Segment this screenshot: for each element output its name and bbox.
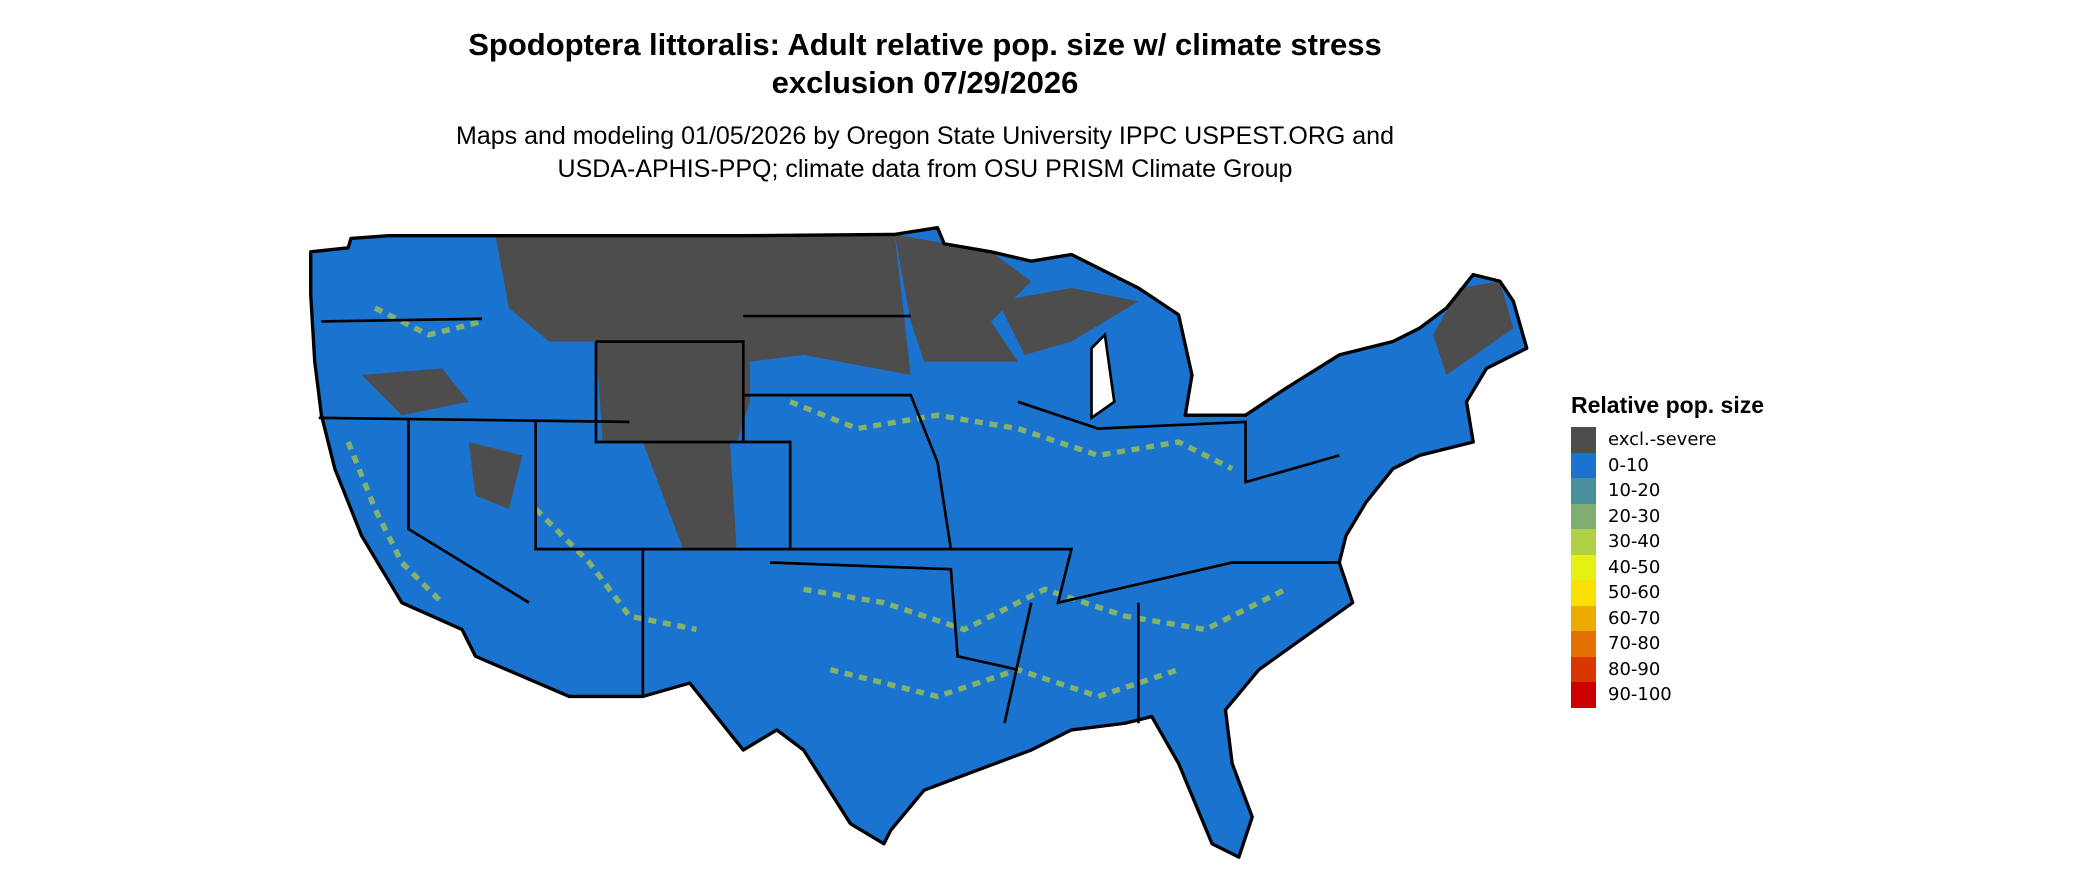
map-subtitle: Maps and modeling 01/05/2026 by Oregon S…	[0, 120, 1850, 186]
legend-label: 70-80	[1608, 633, 1661, 655]
lake-michigan	[1090, 331, 1116, 421]
legend-item: 10-20	[1571, 478, 1764, 504]
legend-swatch	[1571, 529, 1596, 555]
legend-swatch	[1571, 580, 1596, 606]
legend-item: 80-90	[1571, 656, 1764, 682]
us-outline	[309, 226, 1529, 859]
legend-label: 20-30	[1608, 505, 1661, 527]
map-subtitle-line-1: Maps and modeling 01/05/2026 by Oregon S…	[456, 122, 1394, 150]
legend-label: 50-60	[1608, 582, 1661, 604]
map-title: Spodoptera littoralis: Adult relative po…	[0, 26, 1850, 102]
legend-swatch	[1571, 554, 1596, 580]
excluded-colorado-rockies	[642, 441, 737, 550]
legend-label: 40-50	[1608, 556, 1661, 578]
excluded-idaho-oregon	[361, 368, 469, 416]
excluded-northern-plains	[495, 234, 911, 442]
legend-item: 40-50	[1571, 554, 1764, 580]
legend-item: 90-100	[1571, 682, 1764, 708]
excluded-regions	[361, 234, 1514, 550]
legend-swatch	[1571, 682, 1596, 708]
legend-item: 70-80	[1571, 631, 1764, 657]
state-borders	[318, 314, 1340, 724]
map-title-line-2: exclusion 07/29/2026	[771, 65, 1079, 100]
legend-swatch	[1571, 656, 1596, 682]
legend-swatch	[1571, 427, 1596, 453]
legend-swatch	[1571, 452, 1596, 478]
legend-items: excl.-severe 0-10 10-20 20-30 30-40 40-50 50-6…	[1571, 427, 1764, 708]
legend-label: excl.-severe	[1608, 429, 1717, 451]
legend-swatch	[1571, 605, 1596, 631]
excluded-maine	[1433, 281, 1514, 376]
great-lakes	[1090, 331, 1116, 421]
legend-item: 50-60	[1571, 580, 1764, 606]
legend-swatch	[1571, 631, 1596, 657]
legend-item: excl.-severe	[1571, 427, 1764, 453]
excluded-upper-midwest	[894, 234, 1032, 362]
excluded-northern-michigan	[997, 287, 1139, 355]
legend-label: 30-40	[1608, 531, 1661, 553]
legend-title: Relative pop. size	[1571, 392, 1765, 418]
legend-item: 0-10	[1571, 452, 1764, 478]
legend-swatch	[1571, 503, 1596, 529]
legend-item: 20-30	[1571, 503, 1764, 529]
legend-label: 90-100	[1608, 684, 1672, 706]
legend-label: 60-70	[1608, 607, 1661, 629]
legend-label: 0-10	[1608, 454, 1649, 476]
legend-item: 60-70	[1571, 605, 1764, 631]
legend: Relative pop. size excl.-severe 0-10 10-20…	[1571, 392, 1764, 708]
map-subtitle-line-2: USDA-APHIS-PPQ; climate data from OSU PR…	[557, 155, 1293, 183]
legend-label: 10-20	[1608, 480, 1661, 502]
legend-item: 30-40	[1571, 529, 1764, 555]
legend-swatch	[1571, 478, 1596, 504]
map-title-line-1: Spodoptera littoralis: Adult relative po…	[468, 27, 1382, 62]
legend-label: 80-90	[1608, 658, 1661, 680]
excluded-great-basin	[468, 441, 523, 509]
